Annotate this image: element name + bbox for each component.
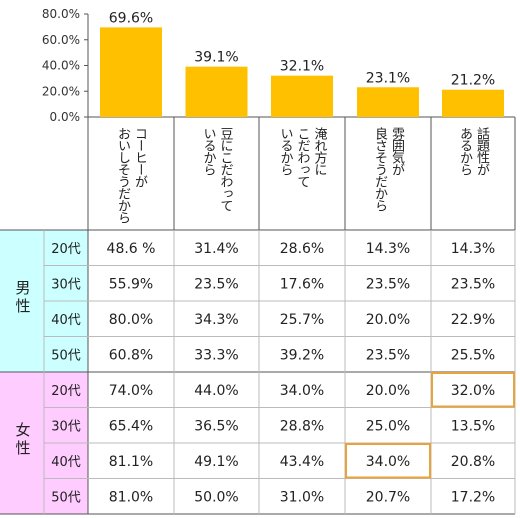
data-label: 23.1% xyxy=(366,70,410,86)
table-cell: 23.5% xyxy=(366,347,410,363)
table-cell: 80.0% xyxy=(109,312,153,328)
table-cell: 81.0% xyxy=(109,489,153,505)
data-label: 32.1% xyxy=(280,59,324,75)
age-label: 30代 xyxy=(51,277,81,292)
age-label: 20代 xyxy=(51,242,81,257)
bar xyxy=(357,87,419,117)
table-cell: 22.9% xyxy=(451,312,495,328)
table-cell: 17.6% xyxy=(280,276,324,292)
table-cell: 20.0% xyxy=(366,383,410,399)
category-label: いるから xyxy=(278,127,293,176)
table-cell: 23.5% xyxy=(451,276,495,292)
table-cell: 36.5% xyxy=(194,418,238,434)
age-label: 40代 xyxy=(51,455,81,470)
table-cell: 14.3% xyxy=(451,241,495,257)
table-cell: 39.2% xyxy=(280,347,324,363)
age-label: 20代 xyxy=(51,384,81,399)
table-cell: 60.8% xyxy=(109,347,153,363)
y-tick-label: 0.0% xyxy=(50,110,81,124)
category-label: コーヒーが xyxy=(132,127,148,188)
table-cell: 74.0% xyxy=(109,383,153,399)
table-cell: 48.6 % xyxy=(107,241,156,257)
category-label: いるから xyxy=(201,127,216,176)
table-cell: 20.8% xyxy=(451,454,495,470)
age-label: 40代 xyxy=(51,313,81,328)
table-cell: 25.5% xyxy=(451,347,495,363)
table-cell: 17.2% xyxy=(451,489,495,505)
table-cell: 25.7% xyxy=(280,312,324,328)
age-label: 30代 xyxy=(51,419,81,434)
table-cell: 25.0% xyxy=(366,418,410,434)
category-label: こだわって xyxy=(295,127,311,188)
age-label: 50代 xyxy=(51,348,81,363)
data-label: 21.2% xyxy=(451,73,495,89)
y-tick-label: 80.0% xyxy=(42,7,80,21)
table-cell: 50.0% xyxy=(194,489,238,505)
highlight-box xyxy=(431,372,515,408)
y-tick-label: 60.0% xyxy=(42,33,80,47)
table-cell: 43.4% xyxy=(280,454,324,470)
age-label: 50代 xyxy=(51,490,81,505)
table-cell: 33.3% xyxy=(194,347,238,363)
table-cell: 65.4% xyxy=(109,418,153,434)
category-label: 話題性が xyxy=(474,126,490,176)
table-cell: 32.0% xyxy=(451,383,495,399)
data-label: 39.1% xyxy=(194,50,238,66)
table-cell: 14.3% xyxy=(366,241,410,257)
table-cell: 44.0% xyxy=(194,383,238,399)
table-cell: 34.0% xyxy=(366,454,410,470)
data-label: 69.6% xyxy=(109,10,153,26)
table-cell: 23.5% xyxy=(366,276,410,292)
bar xyxy=(185,66,248,117)
bar xyxy=(271,75,333,117)
table-cell: 20.0% xyxy=(366,312,410,328)
bar xyxy=(100,27,162,117)
table-cell: 28.6% xyxy=(280,241,324,257)
category-label: 雰囲気が xyxy=(389,127,405,176)
y-tick-label: 40.0% xyxy=(42,59,80,73)
table-cell: 81.1% xyxy=(109,454,153,470)
y-tick-label: 20.0% xyxy=(42,84,80,98)
group-label: 性 xyxy=(15,439,30,457)
table-cell: 31.4% xyxy=(194,241,238,257)
highlight-box xyxy=(345,443,431,479)
category-label: あるから xyxy=(457,127,472,176)
group-label: 女 xyxy=(15,421,30,439)
table-cell: 49.1% xyxy=(194,454,238,470)
table-cell: 55.9% xyxy=(109,276,153,292)
table-cell: 20.7% xyxy=(366,489,410,505)
bar xyxy=(442,89,504,117)
category-label: 豆にこだわって xyxy=(218,127,234,212)
group-label: 性 xyxy=(15,297,30,315)
table-cell: 13.5% xyxy=(451,418,495,434)
table-cell: 34.0% xyxy=(280,383,324,399)
table-cell: 28.8% xyxy=(280,418,324,434)
category-label: おいしそうだから xyxy=(115,127,130,224)
category-label: 良さそうだから xyxy=(372,126,387,212)
category-label: 淹れ方に xyxy=(312,127,328,176)
group-label: 男 xyxy=(15,279,30,297)
table-cell: 34.3% xyxy=(194,312,238,328)
table-cell: 23.5% xyxy=(194,276,238,292)
table-cell: 31.0% xyxy=(280,489,324,505)
